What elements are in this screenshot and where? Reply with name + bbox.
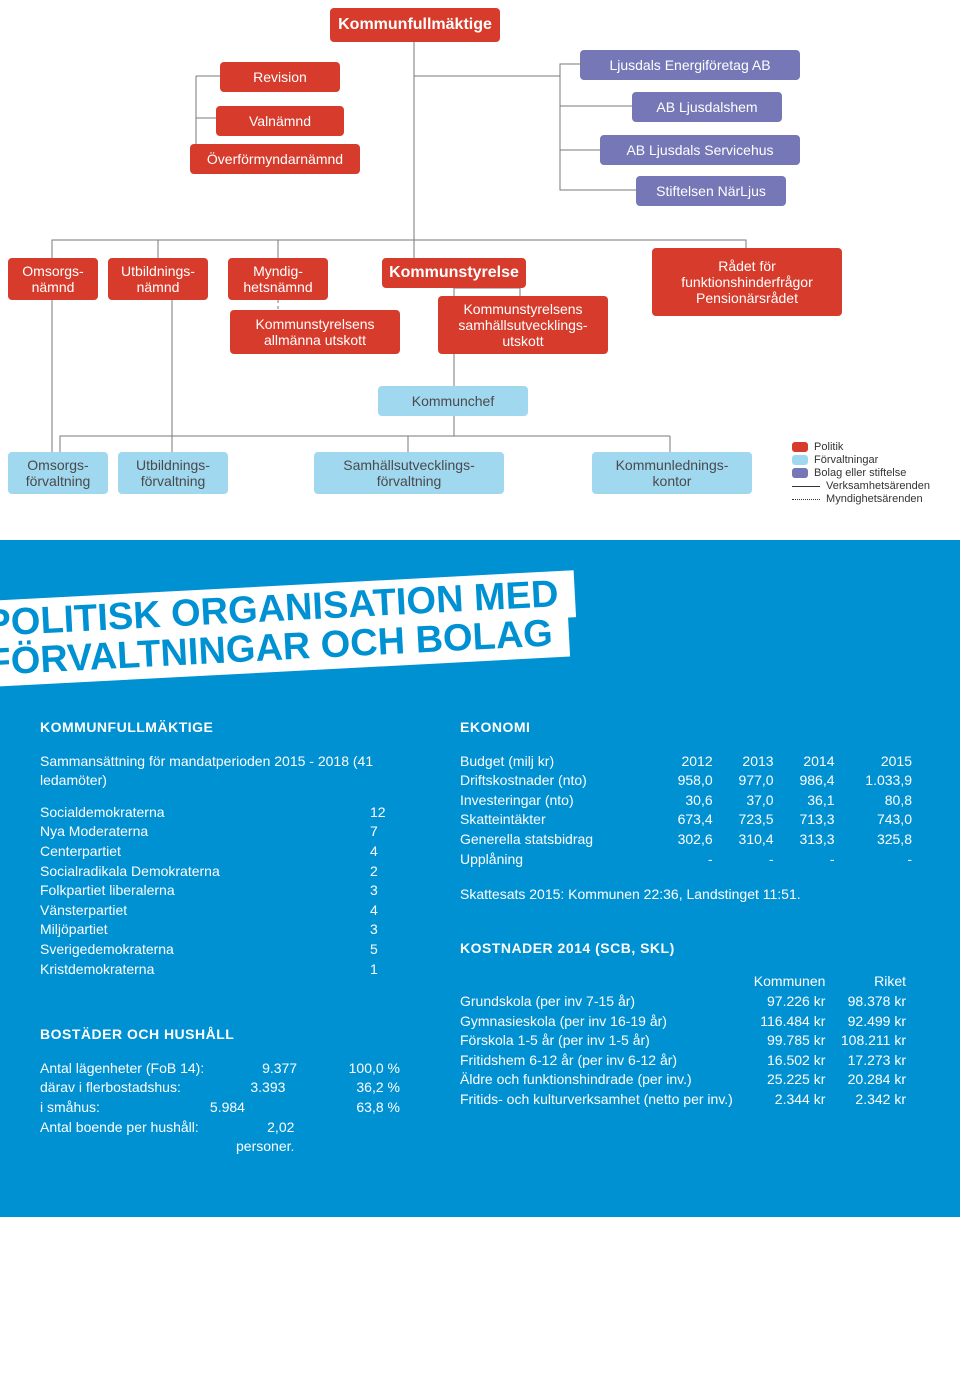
party-row: Socialradikala Demokraterna2 [40,862,400,882]
table-row: Upplåning---- [460,850,920,870]
node-utbn: Utbildnings-nämnd [108,258,208,300]
budget-table: Budget (milj kr)2012201320142015Driftsko… [460,752,920,870]
info-section: KOMMUNFULLMÄKTIGE Sammansättning för man… [0,688,960,1217]
node-ks: Kommunstyrelse [382,258,526,288]
housing-row: därav i flerbostadshus:3.39336,2 % [40,1078,400,1098]
legend-swatch-forvaltningar [792,455,808,465]
table-row: Förskola 1-5 år (per inv 1-5 år)99.785 k… [460,1031,920,1051]
housing-list: Antal lägenheter (FoB 14):9.377100,0 %dä… [40,1059,400,1157]
node-rad: Rådet förfunktionshinderfrågorPensionärs… [652,248,842,316]
node-kchef: Kommunchef [378,386,528,416]
housing-row: Antal boende per hushåll:2,02 personer. [40,1118,400,1157]
org-chart: Politik Förvaltningar Bolag eller stifte… [0,0,960,540]
table-row: Investeringar (nto)30,637,036,180,8 [460,791,920,811]
table-row: Generella statsbidrag302,6310,4313,3325,… [460,830,920,850]
node-suf: Samhällsutvecklings-förvaltning [314,452,504,494]
party-row: Miljöpartiet3 [40,920,400,940]
node-abs: AB Ljusdals Servicehus [600,135,800,165]
legend-swatch-politik [792,442,808,452]
node-ksu: Kommunstyrelsenssamhällsutvecklings-utsk… [438,296,608,354]
node-lje: Ljusdals Energiföretag AB [580,50,800,80]
table-row: Fritidshem 6-12 år (per inv 6-12 år)16.5… [460,1051,920,1071]
legend-line-solid [792,486,820,487]
party-row: Folkpartiet liberalerna3 [40,881,400,901]
node-mynn: Myndig-hetsnämnd [228,258,328,300]
table-row: Skatteintäkter673,4723,5713,3743,0 [460,810,920,830]
legend-label-verk: Verksamhetsärenden [826,480,930,492]
table-row: Fritids- och kulturverksamhet (netto per… [460,1090,920,1110]
party-row: Sverigedemokraterna5 [40,940,400,960]
housing-heading: BOSTÄDER OCH HUSHÅLL [40,1025,400,1045]
table-row: Gymnasieskola (per inv 16-19 år)116.484 … [460,1012,920,1032]
node-klk: Kommunlednings-kontor [592,452,752,494]
legend-line-dotted [792,499,820,500]
table-row: Driftskostnader (nto)958,0977,0986,41.03… [460,771,920,791]
node-snl: Stiftelsen NärLjus [636,176,786,206]
node-ksau: Kommunstyrelsensallmänna utskott [230,310,400,354]
node-omsf: Omsorgs-förvaltning [8,452,108,494]
housing-row: i småhus:5.98463,8 % [40,1098,400,1118]
party-row: Socialdemokraterna12 [40,803,400,823]
legend-label-bolag: Bolag eller stiftelse [814,467,906,479]
node-kfm: Kommunfullmäktige [330,8,500,42]
housing-row: Antal lägenheter (FoB 14):9.377100,0 % [40,1059,400,1079]
legend-label-forvaltningar: Förvaltningar [814,454,878,466]
kostnader-table: KommunenRiketGrundskola (per inv 7-15 år… [460,972,920,1109]
node-omsn: Omsorgs-nämnd [8,258,98,300]
table-row: Äldre och funktionshindrade (per inv.)25… [460,1070,920,1090]
node-abl: AB Ljusdalshem [632,92,782,122]
node-utbf: Utbildnings-förvaltning [118,452,228,494]
legend-label-mynd: Myndighetsärenden [826,493,923,505]
legend-label-politik: Politik [814,441,843,453]
node-rev: Revision [220,62,340,92]
legend-swatch-bolag [792,468,808,478]
party-row: Nya Moderaterna7 [40,822,400,842]
party-row: Vänsterpartiet4 [40,901,400,921]
ekonomi-heading: EKONOMI [460,718,920,738]
party-list: Socialdemokraterna12Nya Moderaterna7Cent… [40,803,400,979]
node-valn: Valnämnd [216,106,344,136]
kfm-heading: KOMMUNFULLMÄKTIGE [40,718,400,738]
tax-text: Skattesats 2015: Kommunen 22:36, Landsti… [460,885,920,905]
kostnader-heading: KOSTNADER 2014 (SCB, SKL) [460,939,920,959]
party-row: Kristdemokraterna1 [40,960,400,980]
node-ofn: Överförmyndarnämnd [190,144,360,174]
title-banner: POLITISK ORGANISATION MED FÖRVALTNINGAR … [0,540,960,688]
legend: Politik Förvaltningar Bolag eller stifte… [792,440,930,506]
kfm-sub: Sammansättning för mandatperioden 2015 -… [40,752,400,791]
table-row: Grundskola (per inv 7-15 år)97.226 kr98.… [460,992,920,1012]
party-row: Centerpartiet4 [40,842,400,862]
